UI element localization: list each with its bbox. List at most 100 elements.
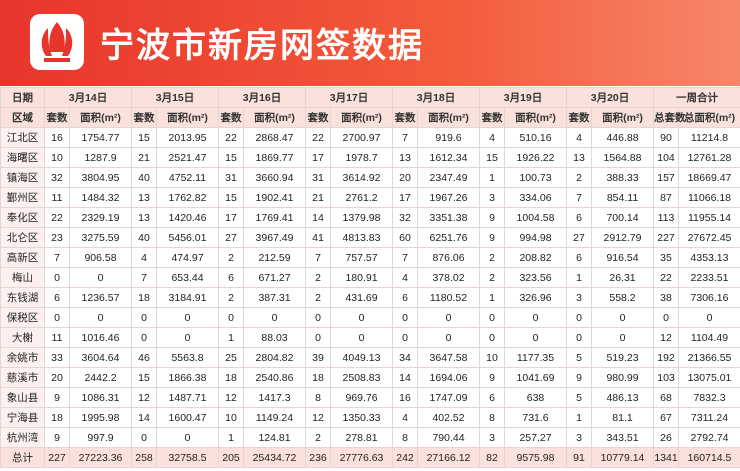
table-cell: 22: [218, 127, 244, 148]
table-cell: 11066.18: [678, 187, 740, 208]
table-cell: 15: [479, 147, 505, 168]
table-cell: 32: [392, 207, 418, 228]
table-cell: 0: [243, 307, 306, 328]
table-cell: 2329.19: [69, 207, 132, 228]
table-cell: 1149.24: [243, 407, 306, 428]
row-label: 慈溪市: [0, 367, 45, 388]
table-cell: 10: [479, 347, 505, 368]
table-cell: 402.52: [417, 407, 480, 428]
table-cell: 4: [392, 407, 418, 428]
column-header: 套数: [305, 107, 331, 128]
table-cell: 20: [44, 367, 70, 388]
column-header: 区域: [0, 107, 45, 128]
table-cell: 7311.24: [678, 407, 740, 428]
table-cell: 68: [653, 387, 679, 408]
table-cell: 326.96: [504, 287, 567, 308]
table-cell: 0: [69, 267, 132, 288]
column-header: 面积(m²): [591, 107, 654, 128]
table-cell: 0: [479, 327, 505, 348]
table-cell: 3614.92: [330, 167, 393, 188]
table-cell: 378.02: [417, 267, 480, 288]
table-cell: 969.76: [330, 387, 393, 408]
table-cell: 0: [591, 307, 654, 328]
table-cell: 242: [392, 447, 418, 468]
table-cell: 790.44: [417, 427, 480, 448]
table-cell: 0: [504, 327, 567, 348]
table-cell: 0: [44, 307, 70, 328]
table-cell: 7: [566, 187, 592, 208]
title: 宁波市新房网签数据: [100, 27, 424, 65]
table-cell: 9: [479, 227, 505, 248]
table-row: 鄞州区 11 1484.32 13 1762.82 15 1902.41 21 2761.2 17…: [0, 187, 740, 208]
date-header: 3月19日: [479, 87, 567, 108]
table-cell: 3: [479, 187, 505, 208]
date-header: 3月18日: [392, 87, 480, 108]
table-cell: 0: [131, 427, 157, 448]
table-cell: 13: [131, 207, 157, 228]
table-cell: 236: [305, 447, 331, 468]
table-row: 镇海区 32 3804.95 40 4752.11 31 3660.94 31 3614.92 2…: [0, 167, 740, 188]
column-header: 套数: [479, 107, 505, 128]
table-cell: 9: [479, 207, 505, 228]
table-cell: 2868.47: [243, 127, 306, 148]
table-cell: 731.6: [504, 407, 567, 428]
table-cell: 11: [44, 327, 70, 348]
row-label: 梅山: [0, 267, 45, 288]
table-cell: 431.69: [330, 287, 393, 308]
table-cell: 17: [218, 207, 244, 228]
table-cell: 9: [44, 387, 70, 408]
table-cell: 8: [479, 407, 505, 428]
table-cell: 9575.98: [504, 447, 567, 468]
table-cell: 5456.01: [156, 227, 219, 248]
row-label: 奉化区: [0, 207, 45, 228]
table-cell: 2233.51: [678, 267, 740, 288]
date-header: 3月20日: [566, 87, 654, 108]
table-cell: 103: [653, 367, 679, 388]
column-header: 面积(m²): [330, 107, 393, 128]
table-cell: 2: [566, 167, 592, 188]
table-cell: 0: [218, 307, 244, 328]
table-cell: 35: [653, 247, 679, 268]
table-cell: 6: [479, 387, 505, 408]
table-cell: 27776.63: [330, 447, 393, 468]
table-cell: 9: [44, 427, 70, 448]
table-row: 宁海县 18 1995.98 14 1600.47 10 1149.24 12 1350.33 4…: [0, 407, 740, 428]
table-cell: 0: [417, 307, 480, 328]
table-cell: 854.11: [591, 187, 654, 208]
table-cell: 14: [305, 207, 331, 228]
table-cell: 22: [305, 127, 331, 148]
table-cell: 2761.2: [330, 187, 393, 208]
table-cell: 1: [218, 327, 244, 348]
table-cell: 15: [218, 187, 244, 208]
table-cell: 0: [330, 327, 393, 348]
table-cell: 1: [479, 287, 505, 308]
table-cell: 31: [218, 167, 244, 188]
table-cell: 124.81: [243, 427, 306, 448]
table-cell: 3967.49: [243, 227, 306, 248]
table-cell: 13: [131, 187, 157, 208]
table-cell: 13: [392, 147, 418, 168]
table-cell: 388.33: [591, 167, 654, 188]
table-cell: 2: [479, 267, 505, 288]
column-header: 面积(m²): [69, 107, 132, 128]
table-row: 保税区 0 0 0 0 0 0 0 0 0 0 0 0 0 0 0 0: [0, 307, 740, 328]
table-cell: 11: [44, 187, 70, 208]
table-cell: 519.23: [591, 347, 654, 368]
table-cell: 700.14: [591, 207, 654, 228]
column-header: 总套数: [653, 107, 686, 128]
table-cell: 1: [566, 407, 592, 428]
row-label: 鄞州区: [0, 187, 45, 208]
table-cell: 4: [392, 267, 418, 288]
table-cell: 474.97: [156, 247, 219, 268]
table-cell: 18: [218, 367, 244, 388]
table-cell: 40: [131, 167, 157, 188]
table-cell: 31: [305, 167, 331, 188]
table-cell: 997.9: [69, 427, 132, 448]
table-row: 慈溪市 20 2442.2 15 1866.38 18 2540.86 18 2508.83 14…: [0, 367, 740, 388]
table-cell: 1747.09: [417, 387, 480, 408]
table-cell: 558.2: [591, 287, 654, 308]
table-cell: 1487.71: [156, 387, 219, 408]
table-cell: 18669.47: [678, 167, 740, 188]
table-cell: 980.99: [591, 367, 654, 388]
